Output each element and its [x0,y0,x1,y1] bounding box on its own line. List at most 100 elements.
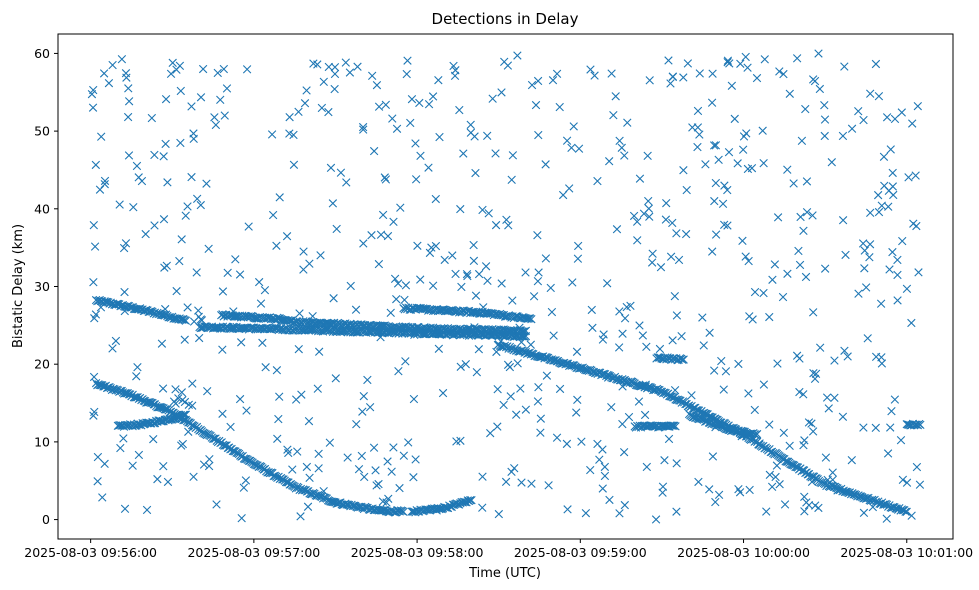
scatter-point [171,385,180,394]
scatter-point [218,287,228,296]
scatter-point [449,61,458,71]
scatter-point [546,283,555,293]
scatter-point [719,385,728,394]
scatter-point [693,142,702,152]
scatter-point [99,69,109,78]
scatter-point [714,155,723,165]
scatter-point [679,73,688,82]
scatter-point [733,159,742,168]
scatter-point [908,119,917,128]
scatter-point [534,268,543,277]
scatter-point [902,478,912,487]
scatter-point [808,427,818,436]
scatter-point [374,479,383,489]
scatter-point [501,477,511,487]
scatter-point [235,394,245,404]
scatter-point [390,274,400,284]
scatter-point [536,428,545,437]
scatter-point [242,406,251,415]
scatter-point [886,423,895,432]
scatter-point [169,414,178,424]
scatter-point [183,303,192,312]
scatter-point [536,414,546,423]
scatter-point [743,164,753,174]
scatter-point [239,324,249,333]
scatter-point [626,301,635,310]
scatter-point [157,339,167,348]
scatter-point [516,384,525,393]
scatter-point [670,386,680,395]
scatter-point [388,114,397,123]
scatter-point [750,287,760,297]
scatter-point [241,476,251,485]
scatter-point [513,359,522,368]
scatter-point [701,160,710,169]
y-tick-label: 60 [34,46,50,61]
scatter-point [600,471,610,481]
scatter-point [150,418,160,428]
scatter-point [267,130,277,139]
scatter-point [203,387,212,396]
scatter-point [296,512,305,521]
scatter-point [666,79,675,88]
scatter-point [828,475,837,485]
scatter-point [359,391,368,401]
scatter-point [765,470,775,480]
scatter-point [202,179,211,188]
scatter-point [294,344,303,354]
scatter-point [717,356,726,366]
scatter-point [189,472,198,482]
scatter-point [661,215,671,224]
scatter-point [664,434,674,444]
scatter-point [389,217,398,227]
scatter-point [239,483,249,492]
scatter-point [682,399,691,409]
scatter-point [396,203,405,212]
scatter-point [211,120,221,130]
scatter-point [120,306,129,316]
scatter-point [393,279,403,288]
scatter-point [799,390,808,399]
scatter-point [177,388,186,397]
scatter-point [802,207,812,217]
scatter-point [330,84,339,94]
scatter-point [451,66,460,75]
scatter-point [124,97,134,106]
scatter-point [324,62,333,72]
scatter-point [693,106,703,116]
scatter-point [121,69,131,78]
scatter-point [87,89,97,99]
scatter-point [830,393,839,403]
scatter-point [428,92,438,101]
scatter-point [400,322,409,331]
scatter-point [533,397,543,406]
scatter-point [623,118,632,127]
scatter-point [381,175,391,184]
scatter-point [775,67,784,76]
scatter-point [521,405,531,414]
scatter-point [752,429,762,439]
scatter-point [638,331,648,340]
scatter-point [714,490,724,500]
scatter-point [780,500,790,509]
scatter-point [297,390,306,399]
scatter-point [568,361,578,370]
scatter-point [840,62,849,71]
scatter-point [534,130,543,140]
scatter-point [779,69,788,79]
scatter-point [515,323,524,332]
scatter-point [363,375,372,385]
scatter-point [427,243,436,252]
scatter-point [688,413,698,422]
scatter-point [707,98,717,107]
scatter-point [288,465,297,474]
scatter-point [380,173,390,182]
scatter-point [904,173,913,182]
scatter-point [274,472,283,482]
scatter-point [577,437,586,446]
scatter-point [268,210,278,220]
scatter-point [325,438,335,447]
scatter-point [168,58,177,68]
scatter-point [808,308,818,317]
scatter-point [744,389,753,398]
